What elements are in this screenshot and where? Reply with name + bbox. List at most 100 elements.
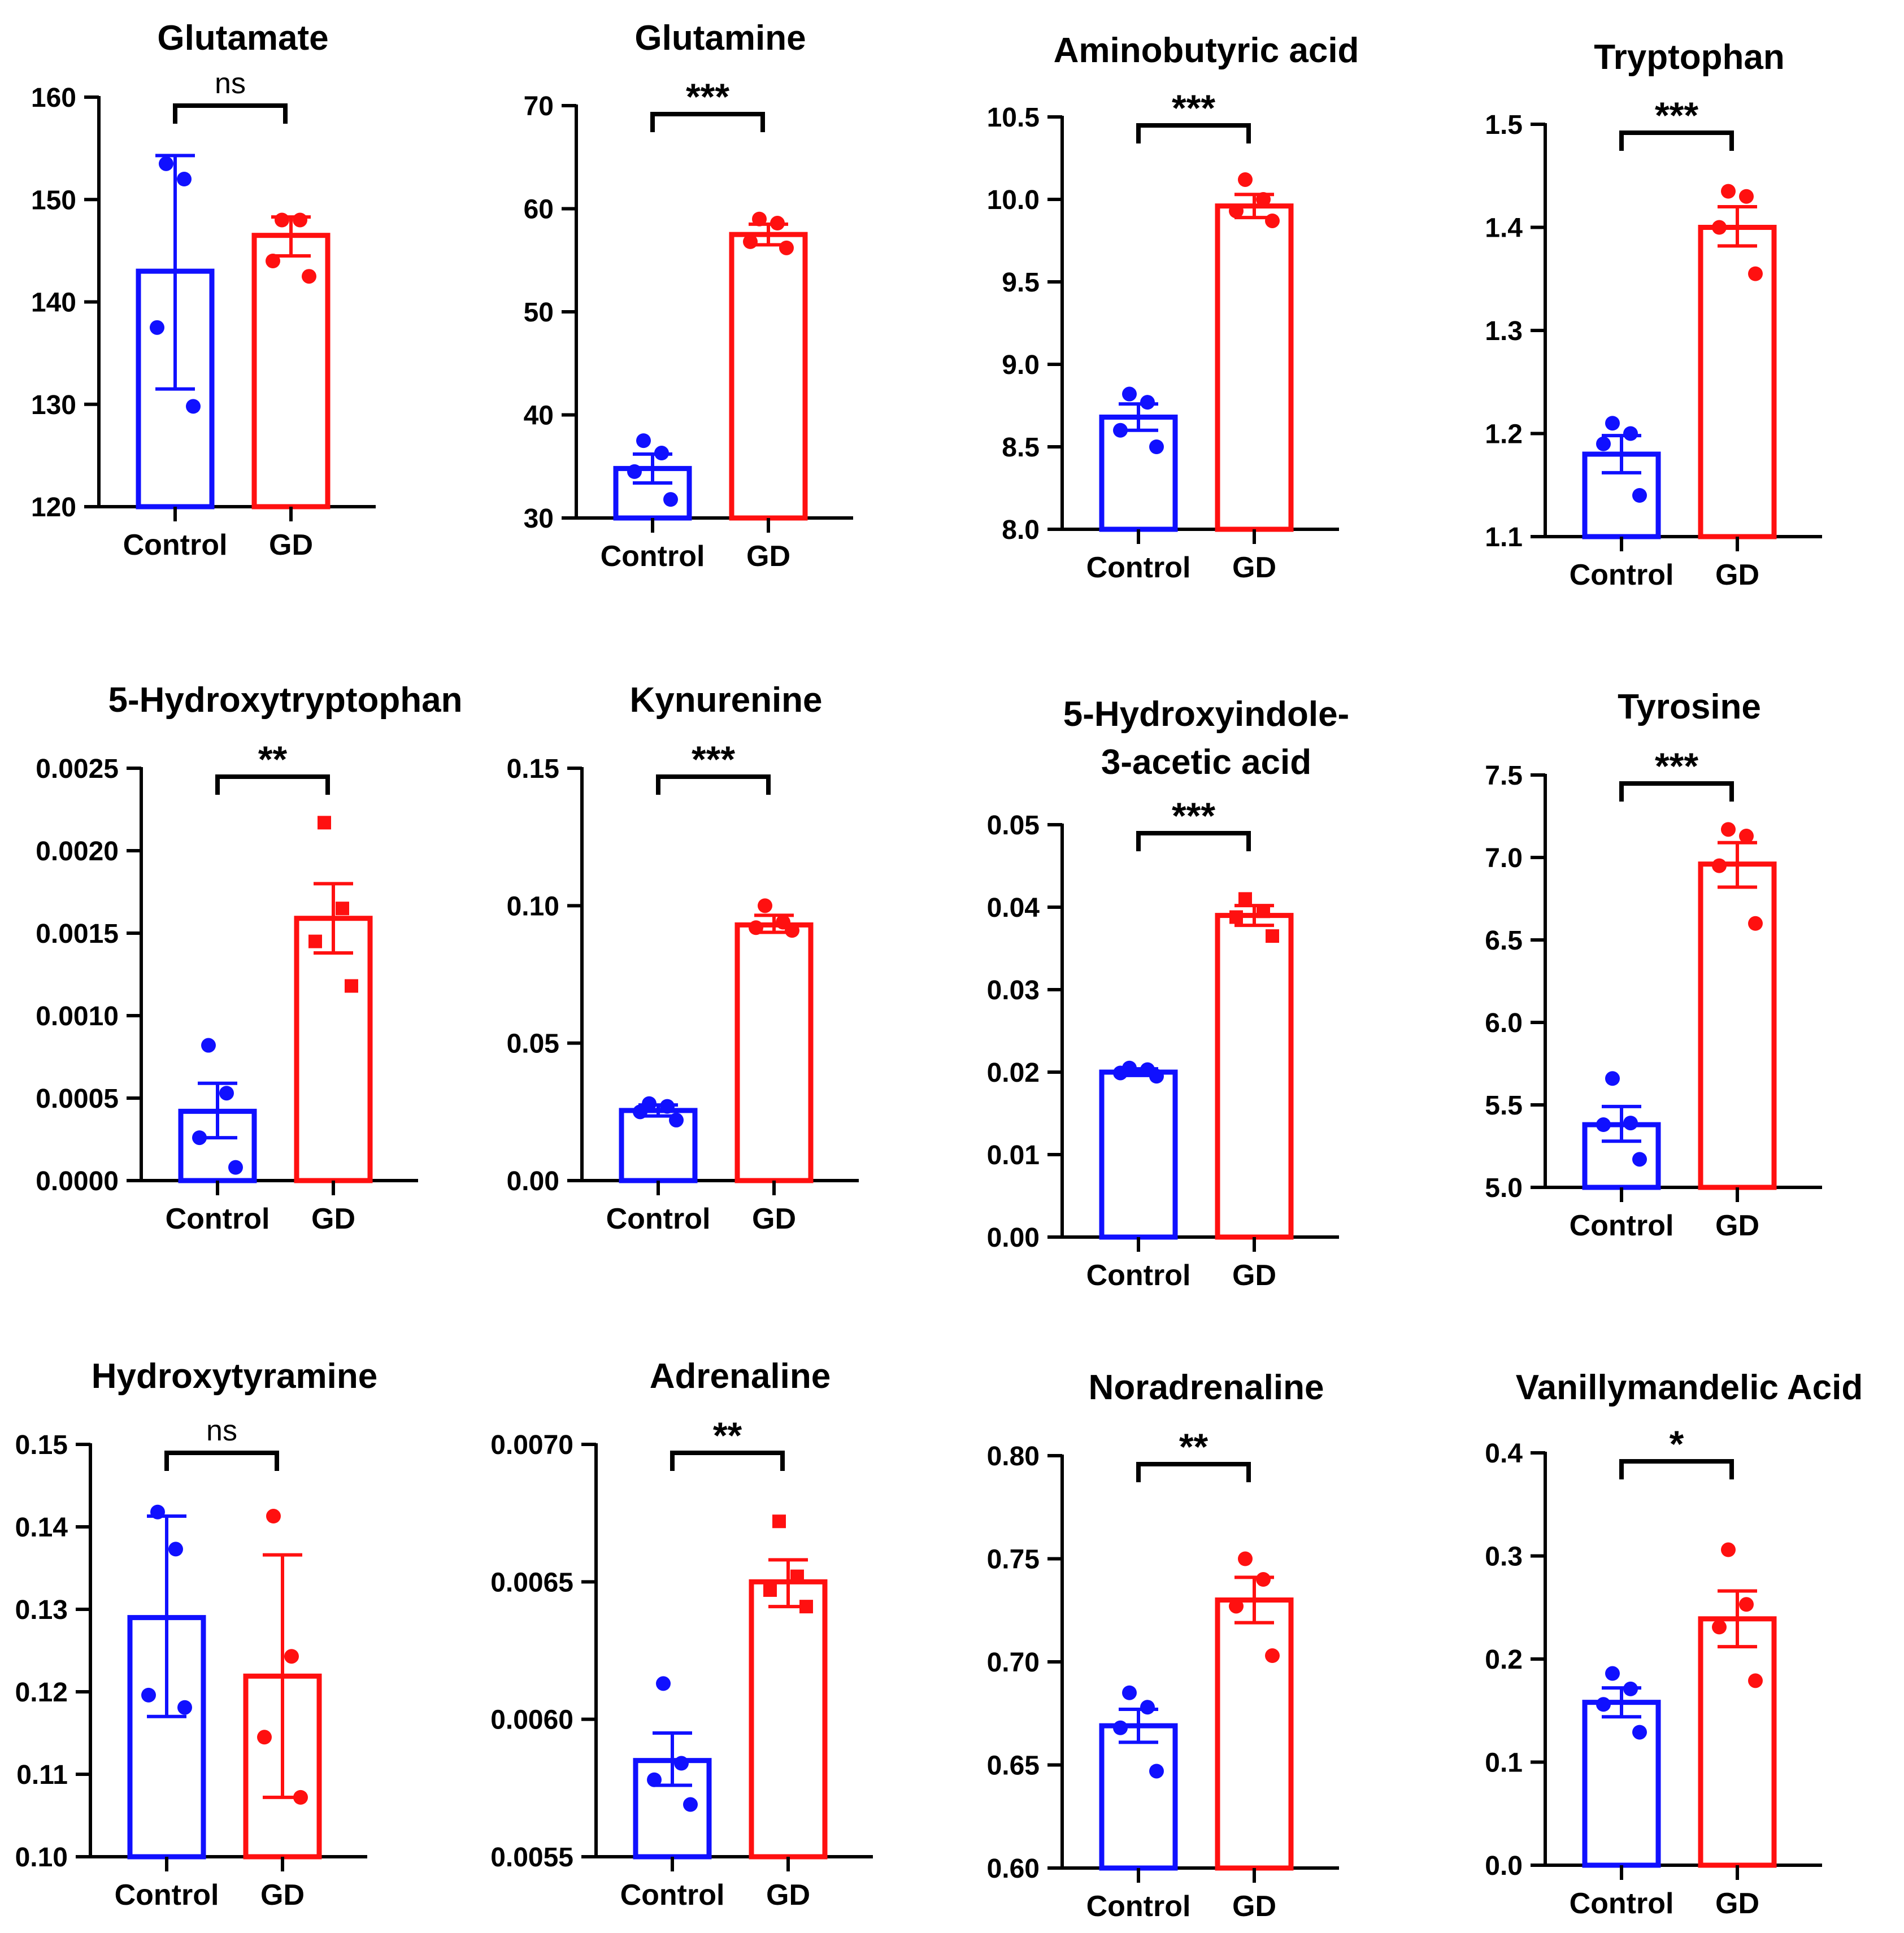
data-point xyxy=(1712,1619,1727,1635)
x-tick-label: GD xyxy=(1232,1259,1276,1292)
y-tick-label: 50 xyxy=(524,298,554,328)
data-point xyxy=(1623,1681,1638,1696)
x-tick-label: Control xyxy=(606,1203,711,1235)
bar-gd xyxy=(1698,225,1777,539)
data-point xyxy=(647,1772,662,1787)
significance-label: ** xyxy=(1179,1426,1209,1468)
chart-panel: Aminobutyric acid 8.0 8.5 9.0 9.5 10.0 10.5 Con… xyxy=(987,31,1359,584)
x-tick-label: Control xyxy=(1570,1887,1674,1920)
significance-label: * xyxy=(1670,1423,1684,1465)
chart-title: Hydroxytyramine xyxy=(92,1357,378,1396)
y-tick-label: 5.5 xyxy=(1485,1091,1523,1121)
significance-bracket xyxy=(656,774,771,795)
significance-bracket xyxy=(1619,130,1734,151)
y-tick-label: 0.0 xyxy=(1485,1851,1523,1881)
significance-label: *** xyxy=(1655,745,1698,787)
significance-label: *** xyxy=(686,76,729,117)
bar-control xyxy=(1582,1700,1661,1868)
y-tick-label: 0.0055 xyxy=(490,1843,573,1873)
bar-gd xyxy=(251,233,331,510)
data-point xyxy=(318,816,331,830)
data-point xyxy=(219,1086,234,1101)
x-tick-label: GD xyxy=(1715,1209,1759,1242)
bar-control xyxy=(1099,414,1178,532)
data-point xyxy=(669,1112,684,1127)
data-point xyxy=(1265,213,1280,228)
bar-gd xyxy=(294,916,373,1183)
y-tick-label: 0.03 xyxy=(987,976,1040,1005)
chart-title: Tyrosine xyxy=(1618,687,1761,726)
data-point xyxy=(177,1700,192,1715)
y-tick-label: 1.4 xyxy=(1485,214,1523,243)
data-point xyxy=(141,1687,156,1703)
y-tick-label: 0.70 xyxy=(987,1648,1040,1678)
bar-gd xyxy=(749,1579,828,1860)
data-point xyxy=(1113,423,1128,438)
data-point xyxy=(186,399,201,414)
y-tick-label: 0.10 xyxy=(507,891,559,921)
data-point xyxy=(1149,439,1164,454)
data-point xyxy=(758,898,772,913)
y-tick-label: 0.14 xyxy=(15,1513,68,1543)
y-tick-label: 0.13 xyxy=(15,1595,68,1625)
data-point xyxy=(1113,1065,1128,1081)
significance-bracket xyxy=(1136,1462,1251,1482)
significance-bracket xyxy=(650,112,765,132)
y-tick-label: 9.5 xyxy=(1002,268,1040,298)
chart-title: Glutamate xyxy=(157,19,328,58)
y-tick-label: 10.0 xyxy=(987,185,1040,215)
data-point xyxy=(159,156,173,171)
data-point xyxy=(302,269,316,284)
bar-control xyxy=(619,1108,698,1183)
data-point xyxy=(1265,1648,1280,1664)
significance-label: *** xyxy=(1172,795,1215,837)
chart-panel: Adrenaline 0.0055 0.0060 0.0065 0.0070 Contro… xyxy=(490,1357,873,1912)
data-point xyxy=(1748,266,1763,281)
data-point xyxy=(1739,189,1754,204)
data-point xyxy=(1721,1542,1736,1557)
chart-title: 5-Hydroxyindole- xyxy=(1063,695,1349,734)
data-point xyxy=(1721,184,1736,199)
y-tick-label: 60 xyxy=(524,195,554,225)
chart-panel: Tryptophan 1.1 1.2 1.3 1.4 1.5 Control GD *** xyxy=(1485,38,1822,591)
y-tick-label: 7.5 xyxy=(1485,761,1523,791)
y-tick-label: 6.5 xyxy=(1485,926,1523,956)
data-point xyxy=(770,216,785,231)
data-point xyxy=(1739,829,1754,844)
chart-panel: Glutamine 30 40 50 60 70 Control GD *** xyxy=(524,19,853,573)
y-tick-label: 7.0 xyxy=(1485,843,1523,873)
data-point xyxy=(1712,220,1727,235)
x-tick-label: GD xyxy=(752,1203,796,1235)
y-tick-label: 1.1 xyxy=(1485,523,1523,552)
y-tick-label: 0.60 xyxy=(987,1854,1040,1884)
bar-gd xyxy=(1215,1597,1294,1871)
y-tick-label: 1.5 xyxy=(1485,110,1523,140)
x-tick-label: Control xyxy=(1570,559,1674,591)
y-tick-label: 0.0065 xyxy=(490,1568,573,1597)
data-point xyxy=(293,212,307,228)
significance-bracket xyxy=(173,103,288,124)
data-point xyxy=(660,1099,675,1114)
y-tick-label: 0.0025 xyxy=(36,754,119,784)
x-tick-label: Control xyxy=(123,529,228,561)
chart-title: Tryptophan xyxy=(1594,38,1785,77)
y-tick-label: 0.80 xyxy=(987,1442,1040,1471)
data-point xyxy=(683,1797,698,1812)
chart-title: Aminobutyric acid xyxy=(1054,31,1359,70)
significance-label: ** xyxy=(258,738,288,780)
y-tick-label: 70 xyxy=(524,92,554,121)
data-point xyxy=(1605,416,1620,431)
data-point xyxy=(1238,172,1253,187)
x-tick-label: Control xyxy=(601,540,705,573)
y-tick-label: 0.75 xyxy=(987,1545,1040,1575)
data-point xyxy=(266,1509,281,1524)
data-point xyxy=(293,1790,308,1805)
data-point xyxy=(1140,395,1155,410)
y-tick-label: 140 xyxy=(31,288,76,318)
x-tick-label: GD xyxy=(260,1879,305,1912)
y-tick-label: 5.0 xyxy=(1485,1173,1523,1203)
chart-title: Kynurenine xyxy=(629,681,822,720)
chart-title: Adrenaline xyxy=(650,1357,831,1396)
x-tick-label: Control xyxy=(115,1879,219,1912)
